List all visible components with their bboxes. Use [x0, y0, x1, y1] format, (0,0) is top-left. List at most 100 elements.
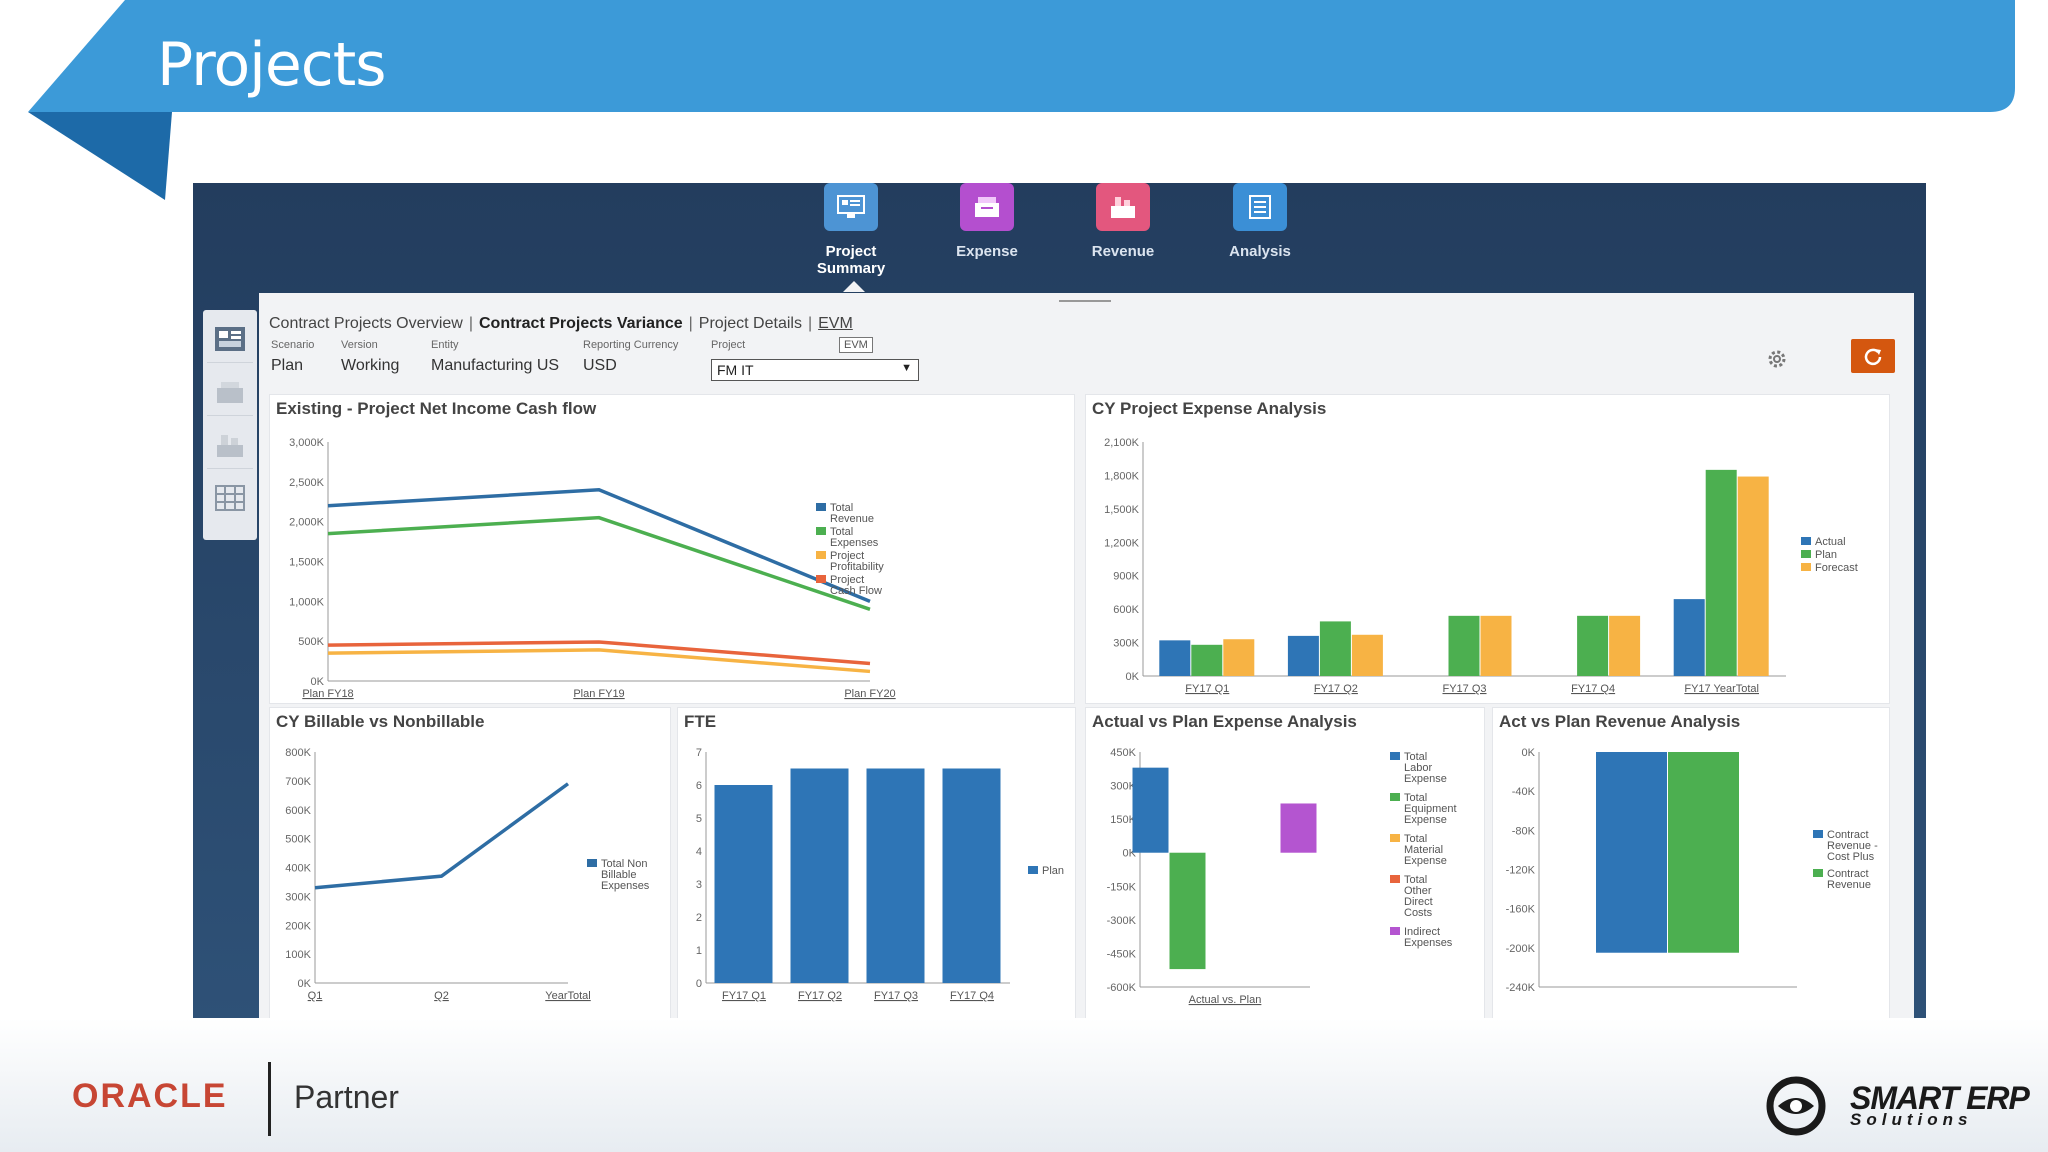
sidebar-revenue[interactable] [207, 422, 253, 469]
y-tick-label: 300K [1110, 781, 1136, 793]
grid-icon [215, 485, 245, 511]
legend-label: Other [1404, 885, 1432, 897]
x-tick-label: Q2 [434, 990, 449, 1002]
drag-handle[interactable] [1059, 300, 1111, 302]
tab-evm[interactable]: EVM [818, 315, 853, 332]
bar [942, 768, 1001, 983]
bar [790, 768, 849, 983]
pov-version-value: Working [341, 357, 400, 374]
tab-contract-projects-overview[interactable]: Contract Projects Overview [269, 315, 463, 332]
tab-contract-projects-variance[interactable]: Contract Projects Variance [479, 315, 683, 332]
y-tick-label: 1,800K [1104, 470, 1140, 482]
y-tick-label: 1,200K [1104, 537, 1140, 549]
legend-label: Direct [1404, 896, 1433, 908]
project-select[interactable]: FM IT ▼ [711, 359, 919, 381]
pov-entity[interactable]: Entity Manufacturing US [431, 339, 559, 385]
legend-label: Total Non [601, 858, 647, 870]
chart-title-expense-analysis: CY Project Expense Analysis [1092, 399, 1327, 418]
legend-label: Indirect [1404, 926, 1440, 938]
y-tick-label: 1,000K [289, 596, 325, 608]
y-tick-label: 400K [285, 863, 311, 875]
legend-label: Billable [601, 869, 636, 881]
pov-entity-value: Manufacturing US [431, 357, 560, 374]
y-tick-label: 2,500K [289, 477, 325, 489]
legend-label: Expenses [601, 880, 650, 892]
pov-scenario[interactable]: Scenario Plan [271, 339, 314, 385]
y-tick-label: 3,000K [289, 437, 325, 449]
chevron-down-icon: ▼ [901, 362, 912, 374]
y-tick-label: 600K [285, 805, 311, 817]
smart-erp-text: SMART ERP [1850, 1080, 2030, 1116]
sidebar-expense[interactable] [207, 369, 253, 416]
dashboard-content: Contract Projects Overview | Contract Proj… [259, 293, 1914, 1020]
nav-analysis[interactable]: Analysis [1200, 183, 1320, 260]
dashboard-icon [215, 327, 245, 351]
legend-label: Total [830, 526, 853, 538]
sidebar-grid[interactable] [207, 475, 253, 521]
series-line [327, 515, 871, 611]
bar [1596, 752, 1667, 953]
pov-version[interactable]: Version Working [341, 339, 399, 385]
fte-chart: 0 1 2 3 4 5 6 7 FY17 Q1 FY17 Q2 FY17 Q3 FY17 Q4 Plan [696, 747, 1064, 1002]
sidebar-dashboard[interactable] [207, 316, 253, 363]
nav-revenue[interactable]: Revenue [1063, 183, 1183, 260]
settings-button[interactable] [1759, 341, 1795, 377]
tab-project-details[interactable]: Project Details [698, 315, 802, 332]
pov-currency[interactable]: Reporting Currency USD [583, 339, 678, 385]
y-tick-label: 0K [298, 978, 312, 990]
panel-actual-vs-plan-expense: Actual vs Plan Expense Analysis -600K -45… [1085, 707, 1485, 1019]
y-tick-label: 300K [1113, 638, 1139, 650]
nav-expense[interactable]: Expense [927, 183, 1047, 260]
y-tick-label: -120K [1506, 865, 1536, 877]
app-screenshot: Project Summary Expense Revenue Analysis [193, 183, 1926, 1020]
pov-version-label: Version [341, 339, 378, 351]
bar [1668, 752, 1739, 953]
legend-swatch [1028, 866, 1038, 874]
legend-label: Revenue - [1827, 840, 1878, 852]
x-tick-label: FY17 Q4 [1571, 683, 1615, 695]
bar [1737, 476, 1769, 676]
y-tick-label: 0K [311, 676, 325, 688]
pov-entity-label: Entity [431, 339, 459, 351]
bar [1319, 621, 1351, 676]
x-tick-label: Actual vs. Plan [1189, 994, 1262, 1006]
y-tick-label: -240K [1506, 982, 1536, 994]
y-tick-label: 100K [285, 949, 311, 961]
smart-erp-logo-icon [1766, 1076, 1826, 1136]
y-tick-label: 500K [298, 636, 324, 648]
legend-label: Revenue [1827, 879, 1871, 891]
pov-project: Project FM IT ▼ [711, 339, 921, 385]
x-tick-label: FY17 Q3 [874, 990, 918, 1002]
legend-label: Contract [1827, 868, 1869, 880]
legend-swatch [1813, 869, 1823, 877]
y-tick-label: 1,500K [289, 557, 325, 569]
legend-label: Expense [1404, 773, 1447, 785]
y-tick-label: 500K [285, 834, 311, 846]
chart-title-actual-vs-plan-expense: Actual vs Plan Expense Analysis [1092, 712, 1357, 731]
breadcrumb: Contract Projects Overview | Contract Proj… [269, 315, 853, 332]
legend-label: Expenses [1404, 937, 1453, 949]
refresh-button[interactable] [1851, 339, 1895, 373]
y-tick-label: -160K [1506, 904, 1536, 916]
partner-label: Partner [294, 1079, 399, 1115]
monitor-icon [824, 183, 878, 231]
legend-label: Total [1404, 874, 1427, 886]
nav-project-summary[interactable]: Project Summary [791, 183, 911, 277]
pov-scenario-label: Scenario [271, 339, 315, 351]
x-tick-label: FY17 Q3 [1442, 683, 1486, 695]
pov-currency-value: USD [583, 357, 617, 374]
bar [1448, 615, 1480, 676]
pov-project-label: Project [711, 339, 746, 351]
legend-swatch [1390, 834, 1400, 842]
y-tick-label: -150K [1107, 881, 1137, 893]
y-tick-label: 1 [696, 945, 702, 957]
y-tick-label: 2 [696, 912, 702, 924]
y-tick-label: 2,000K [289, 517, 325, 529]
banner-shape [28, 0, 2015, 200]
x-tick-label: FY17 Q2 [798, 990, 842, 1002]
y-tick-label: 0K [1522, 747, 1536, 759]
legend-label: Forecast [1815, 562, 1858, 574]
y-tick-label: 600K [1113, 604, 1139, 616]
y-tick-label: 1,500K [1104, 504, 1140, 516]
y-tick-label: 300K [285, 891, 311, 903]
